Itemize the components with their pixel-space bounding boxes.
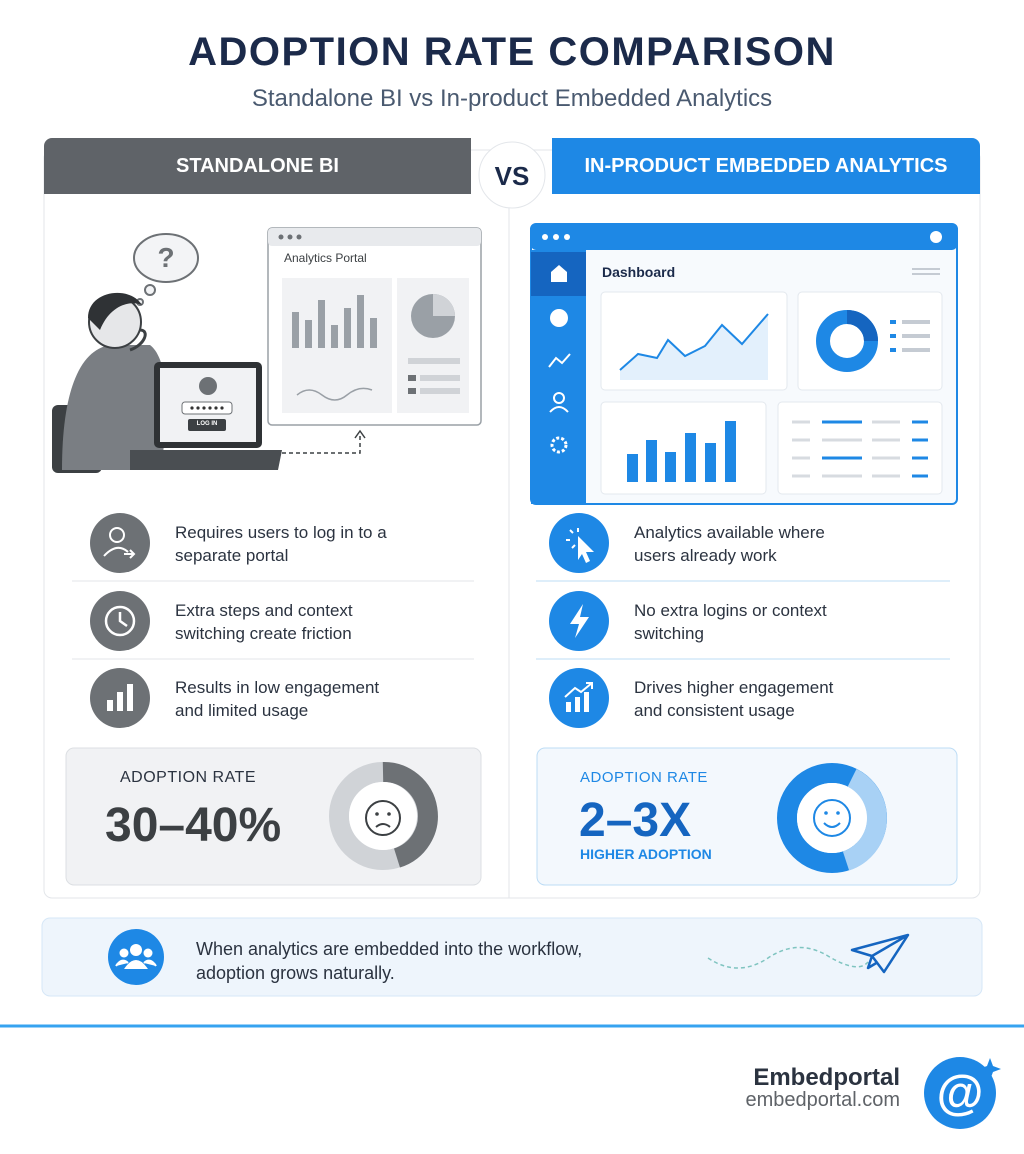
left-point-icons <box>72 513 474 728</box>
person-illustration <box>52 233 282 473</box>
brand-logo-circle <box>924 1057 996 1129</box>
right-adoption-value: 2–3X <box>579 794 692 847</box>
right-point: No extra logins or context switching <box>634 601 827 643</box>
right-donut <box>777 763 887 873</box>
right-point: Analytics available where users already … <box>634 523 825 565</box>
paper-plane <box>850 933 910 974</box>
left-heading: STANDALONE BI <box>176 155 339 177</box>
left-point: Requires users to log in to a separate p… <box>175 523 387 565</box>
dashboard-window <box>530 223 958 505</box>
brand-logo: @ <box>936 1067 984 1120</box>
left-point: Extra steps and context switching create… <box>175 601 353 643</box>
vs-circle <box>478 141 546 209</box>
left-adoption-label: ADOPTION RATE <box>120 769 256 786</box>
team-icon <box>108 929 164 985</box>
brand-url: embedportal.com <box>745 1089 900 1111</box>
brand-name: Embedportal <box>753 1064 900 1091</box>
right-heading: IN-PRODUCT EMBEDDED ANALYTICS <box>584 155 948 177</box>
portal-title: Analytics Portal <box>284 251 367 265</box>
dashboard-title: Dashboard <box>602 264 676 280</box>
left-point: Results in low engagement and limited us… <box>175 678 380 720</box>
question-mark: ? <box>157 242 175 273</box>
portal-window <box>267 227 482 454</box>
title: ADOPTION RATE COMPARISON <box>188 30 836 74</box>
left-header <box>44 138 471 194</box>
sparkle <box>979 1058 1001 1080</box>
vs-label: VS <box>494 161 530 191</box>
right-header <box>552 138 980 194</box>
footer-note: When analytics are embedded into the wor… <box>196 939 583 983</box>
right-point-icons <box>536 513 950 728</box>
login-button: LOG IN <box>196 421 218 427</box>
right-point: Drives higher engagement and consistent … <box>634 678 834 720</box>
left-donut <box>329 761 438 870</box>
dashed-trail <box>707 946 869 969</box>
right-adoption-label: ADOPTION RATE <box>580 769 708 786</box>
left-adoption-value: 30–40% <box>105 799 282 852</box>
note-box <box>41 917 983 997</box>
right-adoption-note: HIGHER ADOPTION <box>580 846 712 862</box>
subtitle: Standalone BI vs In-product Embedded Ana… <box>251 85 773 112</box>
